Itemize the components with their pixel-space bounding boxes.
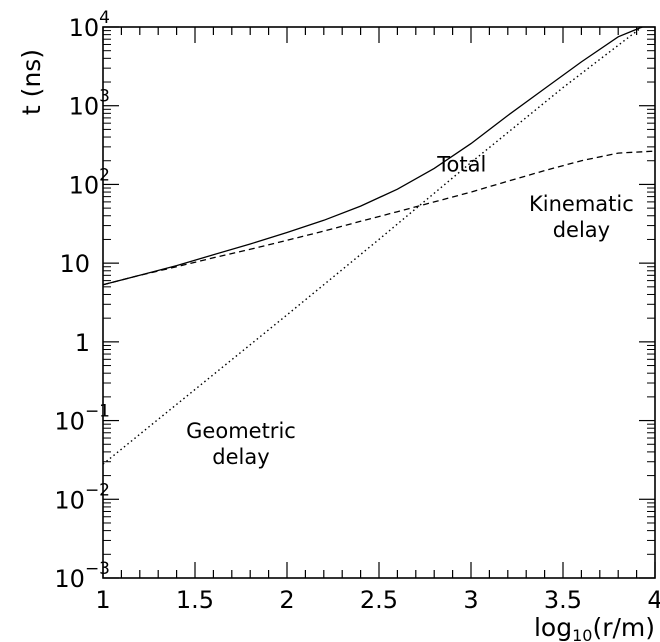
x-tick-label: 2.5	[360, 586, 398, 614]
y-tick-label: 104	[69, 8, 110, 42]
y-tick-label: 102	[69, 165, 110, 199]
x-axis-title: log10(r/m)	[534, 613, 655, 642]
y-tick-label: 103	[69, 87, 110, 121]
series-line-dashed	[102, 150, 656, 286]
x-tick-label: 3	[463, 586, 478, 614]
axis-ticks	[102, 26, 656, 579]
x-tick-label: 2	[279, 586, 294, 614]
x-tick-label: 4	[647, 586, 660, 614]
annotation-label: Total	[436, 153, 486, 177]
x-tick-label: 1	[95, 586, 110, 614]
axis-titles: t (ns) log10(r/m)	[17, 49, 655, 642]
y-tick-label: 10−1	[54, 402, 110, 436]
plot-frame	[102, 26, 656, 579]
y-axis-title: t (ns)	[17, 49, 46, 115]
chart-series	[102, 26, 656, 465]
x-tick-label: 1.5	[176, 586, 214, 614]
tick-labels: 1 1.5 2 2.5 3 3.5 4 10−3 10−2 10−1 1 10 102 103 104	[54, 8, 660, 614]
y-tick-label: 10−2	[54, 480, 110, 514]
series-line-solid	[102, 26, 643, 286]
y-tick-label: 10	[59, 250, 90, 278]
y-tick-label: 10−3	[54, 559, 110, 593]
annotation-label: Geometric delay	[186, 419, 296, 469]
annotations: Total Kinematic delay Geometric delay	[186, 153, 634, 469]
x-tick-label: 3.5	[544, 586, 582, 614]
series-line-dotted	[102, 26, 643, 465]
y-tick-label: 1	[75, 329, 90, 357]
annotation-label: Kinematic delay	[529, 192, 634, 242]
